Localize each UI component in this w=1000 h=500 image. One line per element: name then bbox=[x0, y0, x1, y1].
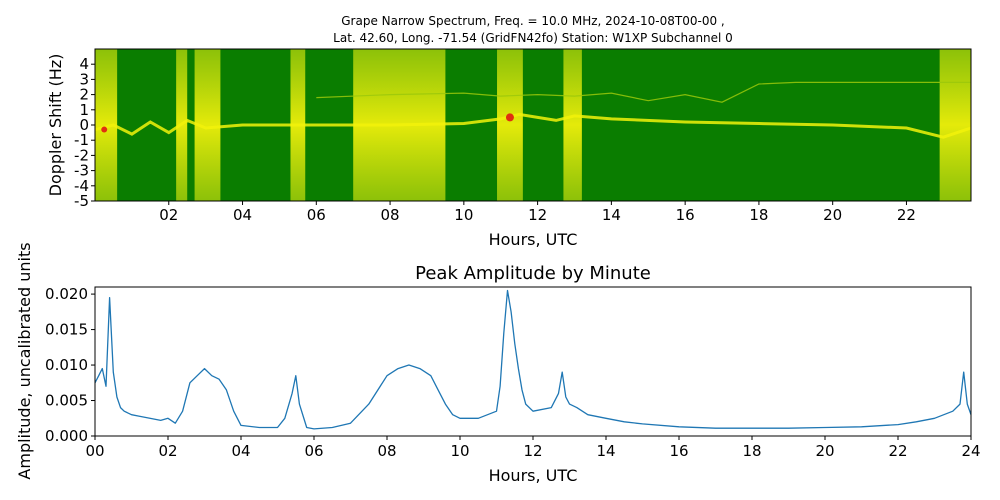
peak-mark-11h bbox=[505, 113, 514, 122]
y-tick-label: 0.005 bbox=[45, 392, 88, 410]
x-tick-label: 00 bbox=[85, 442, 104, 460]
x-tick-label: 14 bbox=[602, 206, 621, 224]
y-tick-label: 4 bbox=[79, 55, 89, 73]
trace-upper-mode bbox=[316, 81, 971, 103]
x-tick-label: 18 bbox=[742, 442, 761, 460]
y-tick-label: 0.020 bbox=[45, 285, 88, 303]
x-tick-label: 24 bbox=[961, 442, 980, 460]
spectrogram-title-line-2: Lat. 42.60, Long. -71.54 (GridFN42fo) St… bbox=[333, 31, 733, 45]
amplitude-x-axis-label: Hours, UTC bbox=[489, 466, 578, 485]
x-tick-label: 22 bbox=[888, 442, 907, 460]
x-tick-label: 04 bbox=[233, 206, 252, 224]
x-tick-label: 02 bbox=[158, 442, 177, 460]
y-tick-label: 0.010 bbox=[45, 356, 88, 374]
x-tick-label: 08 bbox=[377, 442, 396, 460]
amplitude-y-axis: 0.000 0.005 0.010 0.015 0.020 bbox=[45, 285, 95, 445]
amplitude-x-axis: 00 02 04 06 08 10 12 14 16 18 20 22 24 bbox=[85, 436, 981, 460]
x-tick-label: 12 bbox=[523, 442, 542, 460]
y-tick-label: 1 bbox=[79, 101, 89, 119]
x-tick-label: 22 bbox=[897, 206, 916, 224]
x-tick-label: 10 bbox=[450, 442, 469, 460]
y-tick-label: 0.015 bbox=[45, 321, 88, 339]
y-tick-label: -2 bbox=[74, 146, 89, 164]
spectrogram-title-line-1: Grape Narrow Spectrum, Freq. = 10.0 MHz,… bbox=[341, 14, 724, 28]
bright-band-0 bbox=[95, 49, 118, 201]
y-tick-label: 3 bbox=[79, 70, 89, 88]
y-tick-label: 0 bbox=[79, 116, 89, 134]
y-tick-label: 0.000 bbox=[45, 427, 88, 445]
y-tick-label: -1 bbox=[74, 131, 89, 149]
x-tick-label: 14 bbox=[596, 442, 615, 460]
x-tick-label: 20 bbox=[815, 442, 834, 460]
amplitude-panel: Peak Amplitude by Minute 0.000 0.005 0.010… bbox=[15, 242, 981, 485]
y-tick-label: -3 bbox=[74, 162, 89, 180]
x-tick-label: 06 bbox=[307, 206, 326, 224]
y-tick-label: -5 bbox=[74, 192, 89, 210]
x-tick-label: 16 bbox=[676, 206, 695, 224]
amplitude-series-line bbox=[94, 289, 972, 430]
peak-mark-00h bbox=[101, 126, 108, 133]
x-tick-label: 08 bbox=[381, 206, 400, 224]
x-tick-label: 10 bbox=[454, 206, 473, 224]
x-tick-label: 20 bbox=[823, 206, 842, 224]
spectrogram-y-axis-label: Doppler Shift (Hz) bbox=[46, 54, 65, 197]
bright-band-5 bbox=[497, 49, 523, 201]
spectrogram-x-axis-label: Hours, UTC bbox=[489, 230, 578, 249]
amplitude-title: Peak Amplitude by Minute bbox=[415, 263, 651, 284]
x-tick-label: 18 bbox=[749, 206, 768, 224]
bright-band-6 bbox=[563, 49, 582, 201]
trace-carrier bbox=[94, 112, 972, 139]
bright-band-7 bbox=[939, 49, 971, 201]
x-tick-label: 04 bbox=[231, 442, 250, 460]
amplitude-y-axis-label: Amplitude, uncalibrated units bbox=[15, 242, 34, 479]
spectrogram-panel: Grape Narrow Spectrum, Freq. = 10.0 MHz,… bbox=[46, 14, 972, 249]
x-tick-label: 12 bbox=[528, 206, 547, 224]
x-tick-label: 06 bbox=[304, 442, 323, 460]
spectrogram-x-axis: 02 04 06 08 10 12 14 16 18 20 22 bbox=[159, 201, 916, 224]
x-tick-label: 02 bbox=[159, 206, 178, 224]
spectrogram-traces bbox=[94, 81, 972, 139]
x-tick-label: 16 bbox=[669, 442, 688, 460]
y-tick-label: -4 bbox=[74, 177, 89, 195]
y-tick-label: 2 bbox=[79, 86, 89, 104]
amplitude-plot-area bbox=[95, 287, 971, 436]
